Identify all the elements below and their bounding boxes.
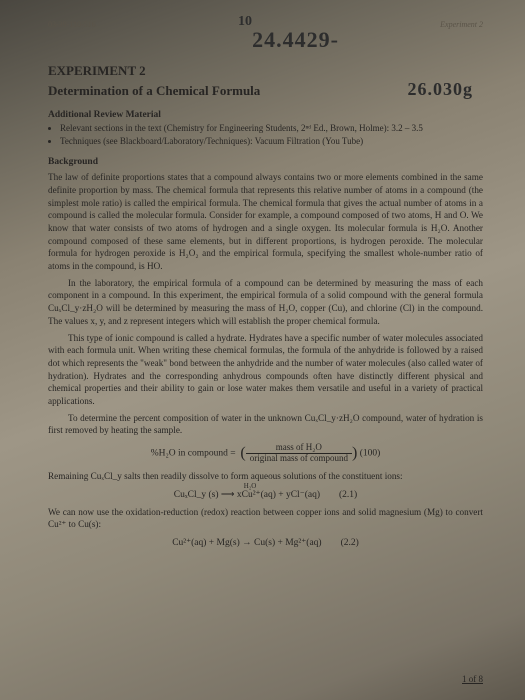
review-item: Relevant sections in the text (Chemistry… — [60, 122, 483, 134]
experiment-title: Determination of a Chemical Formula — [48, 83, 260, 99]
title-block: EXPERIMENT 2 Determination of a Chemical… — [48, 63, 483, 100]
page-footer: 1 of 8 — [462, 674, 483, 684]
equation-2-2: Cu²⁺(aq) + Mg(s) → Cu(s) + Mg²⁺(aq) (2.2… — [48, 537, 483, 548]
fraction: mass of H₂O original mass of compound — [246, 443, 352, 464]
page-root: 10 03-39-110-516 Experiment 2 24.4429- E… — [0, 0, 525, 700]
experiment-label: Experiment 2 — [440, 20, 483, 29]
equation-2-1: CuₓCl_y (s) ⟶ xCu²⁺(aq) + yCl⁻(aq) H₂O (… — [48, 489, 483, 500]
hand-mark-10: 10 — [238, 14, 252, 30]
handwritten-value-2: 26.030g — [408, 79, 474, 100]
background-p2: In the laboratory, the empirical formula… — [48, 277, 483, 328]
eq-label: %H₂O in compound = — [151, 449, 236, 459]
redox-text: We can now use the oxidation-reduction (… — [48, 506, 483, 531]
background-p3: This type of ionic compound is called a … — [48, 332, 483, 408]
eq21-number: (2.1) — [339, 490, 357, 500]
background-p1: The law of definite proportions states t… — [48, 171, 483, 273]
course-code: 03-39-110-516 — [48, 20, 96, 29]
dissolve-text: Remaining CuₓCl_y salts then readily dis… — [48, 470, 483, 483]
review-heading: Additional Review Material — [48, 110, 483, 120]
fraction-denominator: original mass of compound — [246, 454, 352, 464]
eq22-number: (2.2) — [341, 538, 359, 548]
review-list: Relevant sections in the text (Chemistry… — [48, 122, 483, 147]
eq22-body: Cu²⁺(aq) + Mg(s) → Cu(s) + Mg²⁺(aq) — [172, 538, 321, 548]
review-item: Techniques (see Blackboard/Laboratory/Te… — [60, 135, 483, 147]
eq21-body: CuₓCl_y (s) ⟶ xCu²⁺(aq) + yCl⁻(aq) — [174, 490, 320, 500]
percent-water-equation: %H₂O in compound = ( mass of H₂O origina… — [48, 443, 483, 464]
background-heading: Background — [48, 157, 483, 167]
experiment-number: EXPERIMENT 2 — [48, 63, 483, 79]
eq-tail: (100) — [360, 449, 381, 459]
eq21-over: H₂O — [244, 482, 257, 490]
handwritten-value-1: 24.4429- — [108, 27, 483, 53]
background-p4: To determine the percent composition of … — [48, 412, 483, 437]
